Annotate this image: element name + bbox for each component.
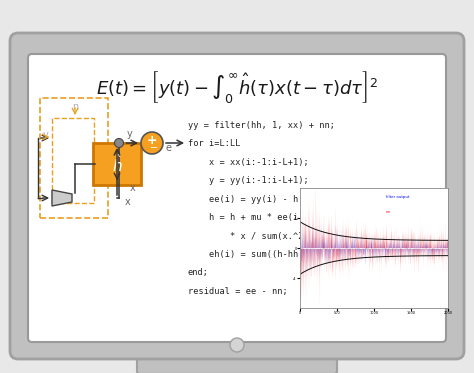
Text: end;: end; <box>188 269 209 278</box>
Circle shape <box>141 132 163 154</box>
Text: x = xx(i:-1:i-L+1);: x = xx(i:-1:i-L+1); <box>188 157 309 166</box>
Text: n: n <box>72 102 78 112</box>
Text: yy = filter(hh, 1, xx) + nn;: yy = filter(hh, 1, xx) + nn; <box>188 120 335 129</box>
Text: $\hat{h}$: $\hat{h}$ <box>112 153 122 175</box>
Text: ee(i) = yy(i) - h' * x;: ee(i) = yy(i) - h' * x; <box>188 194 330 204</box>
FancyBboxPatch shape <box>28 54 446 342</box>
FancyBboxPatch shape <box>10 33 464 359</box>
Circle shape <box>115 138 124 147</box>
FancyBboxPatch shape <box>93 143 141 185</box>
Text: for i=L:LL: for i=L:LL <box>188 139 240 148</box>
Text: eh(i) = sum((h-hh).^2);: eh(i) = sum((h-hh).^2); <box>188 250 330 259</box>
Text: filter output: filter output <box>386 195 409 199</box>
FancyBboxPatch shape <box>137 358 337 373</box>
Text: e: e <box>166 143 172 153</box>
Text: * x / sum(x.^2);: * x / sum(x.^2); <box>188 232 314 241</box>
Text: $E(t) = \left[y(t) - \int_0^{\infty} \hat{h}(\tau)x(t-\tau)d\tau\right]^2$: $E(t) = \left[y(t) - \int_0^{\infty} \ha… <box>96 69 378 105</box>
Text: y = yy(i:-1:i-L+1);: y = yy(i:-1:i-L+1); <box>188 176 309 185</box>
Text: x: x <box>130 183 136 193</box>
Text: h = h + mu * ee(i): h = h + mu * ee(i) <box>188 213 303 222</box>
Text: residual = ee - nn;: residual = ee - nn; <box>188 287 288 296</box>
Polygon shape <box>179 351 295 368</box>
Text: y: y <box>127 129 133 139</box>
Text: nn: nn <box>386 210 391 214</box>
Text: +: + <box>146 135 157 147</box>
Text: x: x <box>125 197 131 207</box>
Text: v: v <box>43 130 49 140</box>
Polygon shape <box>52 190 72 206</box>
Circle shape <box>230 338 244 352</box>
Text: −: − <box>150 143 158 153</box>
